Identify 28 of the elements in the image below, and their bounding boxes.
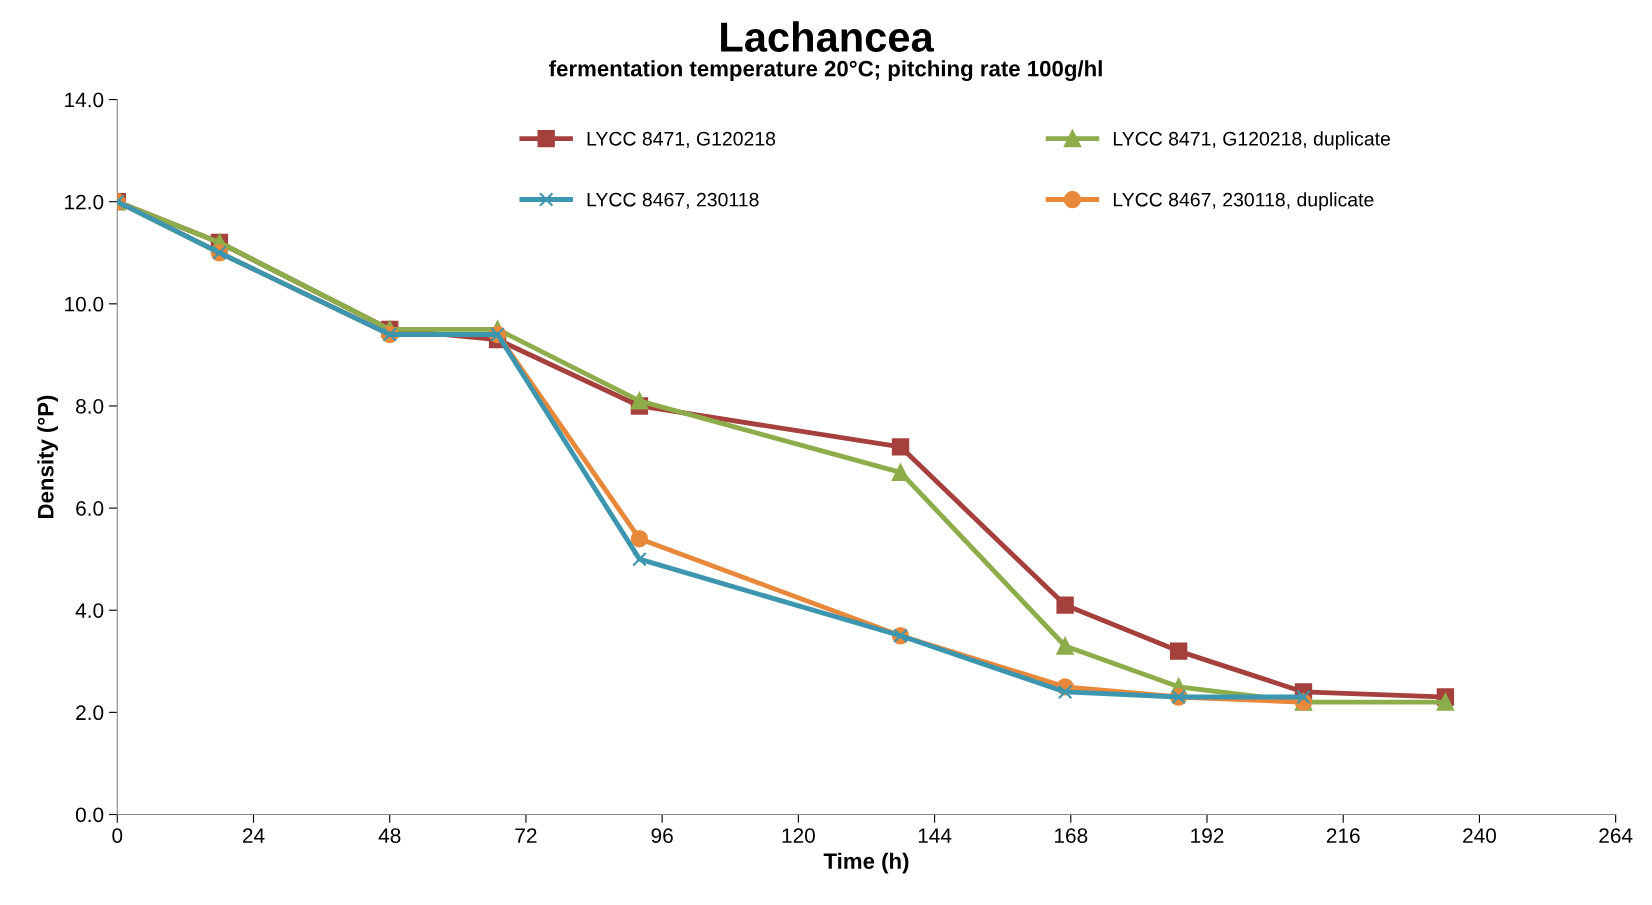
y-axis-title: Density (°P): [37, 395, 58, 519]
x-tick-label: 72: [515, 828, 537, 843]
x-tick-label: 120: [782, 828, 815, 843]
chart-subtitle: fermentation temperature 20°C; pitching rate 100g/hl: [549, 60, 1102, 81]
y-tick-label: 0.0: [75, 807, 104, 823]
x-tick-label: 240: [1463, 828, 1497, 843]
y-tick-label: 6.0: [76, 501, 104, 516]
y-tick-label: 14.0: [65, 92, 104, 108]
legend-label: LYCC 8467, 230118: [587, 192, 759, 209]
x-tick-label: 192: [1191, 828, 1224, 843]
x-tick-label: 144: [918, 828, 952, 843]
x-tick-label: 96: [651, 828, 673, 843]
legend-label: LYCC 8467, 230118, duplicate: [1113, 192, 1374, 211]
x-axis-title: Time (h): [823, 852, 909, 874]
y-tick-label: 2.0: [76, 705, 104, 721]
legend-label: LYCC 8471, G120218, duplicate: [1113, 131, 1391, 150]
x-tick-label: 24: [242, 828, 265, 843]
legend-label: LYCC 8471, G120218: [587, 131, 776, 148]
x-tick-label: 0: [112, 828, 123, 843]
x-tick-label: 48: [378, 828, 401, 843]
y-tick-label: 12.0: [65, 194, 104, 210]
x-tick-label: 264: [1599, 828, 1633, 843]
y-tick-label: 10.0: [65, 296, 104, 312]
x-tick-label: 168: [1055, 828, 1088, 843]
y-tick-label: 8.0: [76, 398, 104, 414]
x-tick-label: 216: [1326, 828, 1360, 843]
chart-title: Lachancea: [721, 21, 934, 52]
y-tick-label: 4.0: [75, 603, 104, 618]
